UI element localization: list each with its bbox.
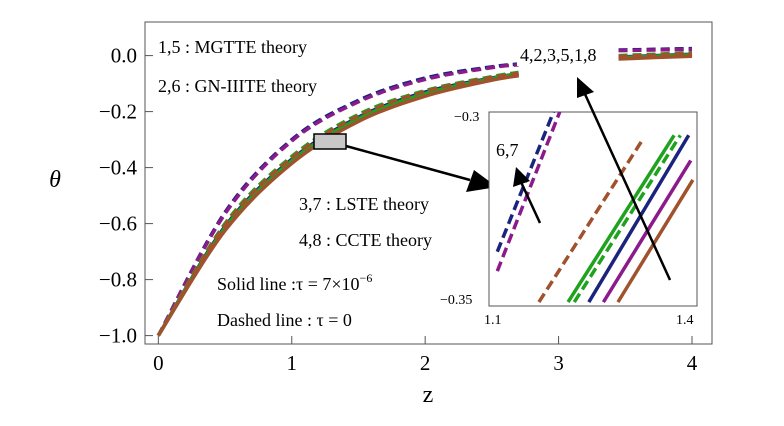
inset-x-tick-left: 1.1	[484, 313, 502, 328]
zoom-arrow-line	[345, 144, 471, 182]
x-axis-ticks: 0 1 2 3 4	[153, 336, 698, 375]
inset-series-7-line	[572, 134, 682, 304]
x-tick-label: 2	[420, 351, 431, 375]
x-tick-label: 4	[687, 351, 698, 375]
solid-line-note: Solid line :τ = 7×10−6	[217, 271, 372, 294]
y-tick-label: −0.8	[99, 268, 137, 292]
inset-y-tick-top: −0.3	[454, 110, 479, 125]
series-4-line	[156, 74, 519, 337]
inset-series-6-line	[495, 111, 562, 272]
inset-series-3-line	[566, 134, 676, 304]
solid-line-exponent: −6	[360, 271, 373, 285]
order-label-bg	[517, 42, 617, 66]
inset-zoom-panel: −0.3 −0.35 1.1 1.4 6,7	[440, 110, 698, 328]
legend-lste: 3,7 : LSTE theory	[299, 194, 429, 214]
series-8-line	[156, 71, 519, 337]
inset-order-arrow-head	[513, 167, 530, 187]
legend-gn-iiite: 2,6 : GN-IIITE theory	[158, 76, 317, 96]
inset-series-4-line	[616, 178, 695, 304]
y-tick-label: −0.2	[99, 100, 137, 124]
plot-frame	[144, 21, 713, 345]
y-tick-label: −0.6	[99, 212, 137, 236]
series-6-line-right	[618, 47, 693, 53]
order-label: 4,2,3,5,1,8	[520, 45, 597, 65]
x-tick-label: 1	[287, 351, 298, 375]
inset-order-label: 6,7	[496, 140, 519, 160]
inset-series-8-line	[537, 138, 645, 304]
y-axis-title: θ	[49, 167, 61, 193]
x-tick-label: 0	[153, 351, 164, 375]
inset-order-arrow-line	[519, 181, 542, 224]
order-arrow-head	[577, 77, 594, 98]
dashed-line-note: Dashed line : τ = 0	[217, 310, 352, 330]
series-8-line-right	[618, 51, 693, 59]
inset-y-tick-bottom: −0.35	[440, 293, 472, 308]
series-layer	[156, 46, 693, 337]
x-tick-label: 3	[553, 351, 564, 375]
inset-x-tick-right: 1.4	[676, 313, 694, 328]
legend-mgtte: 1,5 : MGTTE theory	[158, 37, 307, 57]
y-tick-label: −1.0	[99, 324, 137, 348]
series-6-line	[156, 63, 519, 337]
order-arrow-line	[582, 91, 672, 281]
zoom-box	[313, 133, 347, 150]
legend-ccte: 4,8 : CCTE theory	[299, 230, 432, 250]
series-4-line-right	[618, 54, 693, 61]
solid-line-text: Solid line :τ = 7×10	[217, 274, 360, 294]
y-axis-ticks: 0.0 −0.2 −0.4 −0.6 −0.8 −1.0	[99, 44, 153, 348]
y-tick-label: −0.4	[99, 156, 138, 180]
y-tick-label: 0.0	[111, 44, 137, 68]
inset-series-2-line	[587, 134, 691, 304]
x-axis-title: z	[423, 382, 434, 408]
